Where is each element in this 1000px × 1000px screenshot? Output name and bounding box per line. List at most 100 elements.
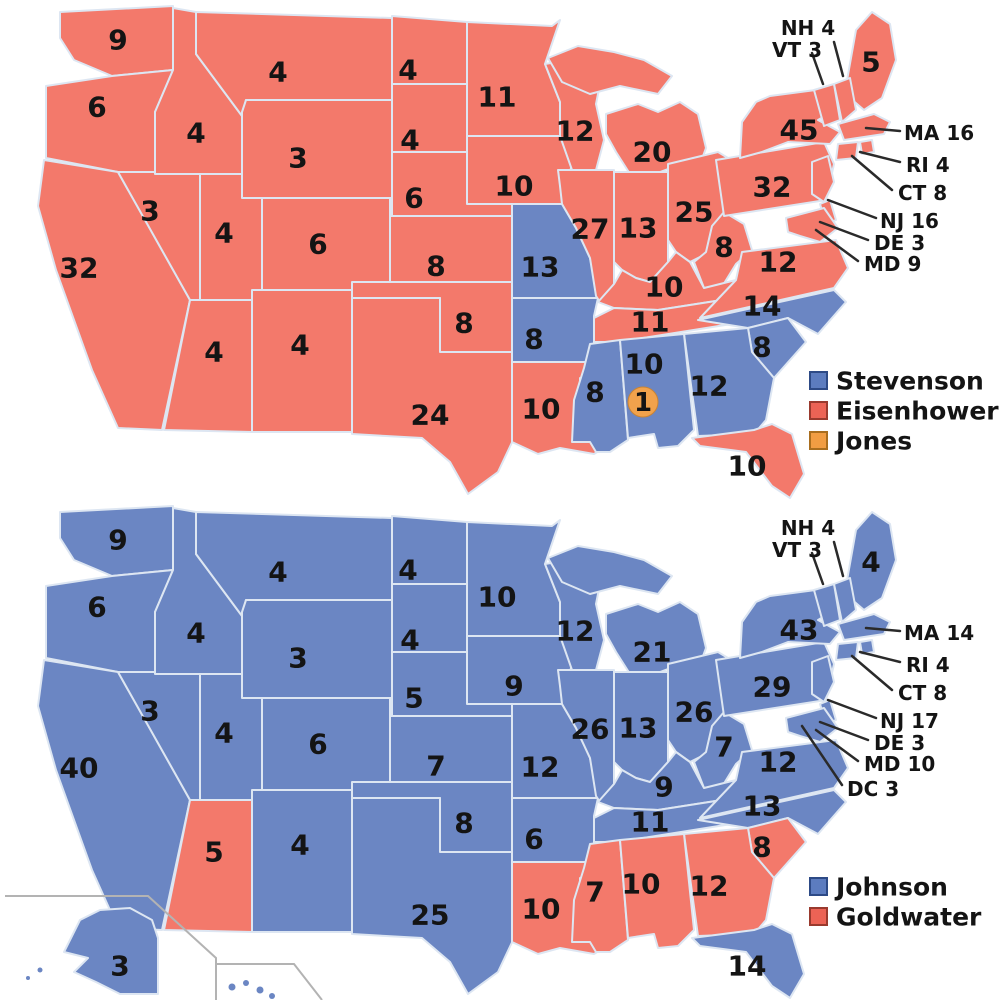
state-votes-wy: 3	[288, 142, 307, 175]
state-vt	[813, 583, 841, 627]
callout-label-nh: NH 4	[781, 516, 835, 540]
state-votes-nc: 14	[743, 290, 782, 323]
callout-label-nh: NH 4	[781, 16, 835, 40]
state-votes-la: 10	[522, 893, 561, 926]
callout-label-ma: MA 16	[904, 121, 974, 145]
state-vt	[813, 83, 841, 127]
state-fl	[691, 923, 805, 999]
state-votes-al: 10	[622, 868, 661, 901]
callout-line-de	[818, 720, 870, 742]
callout-label-ri: RI 4	[906, 653, 950, 677]
callout-line-nj	[826, 198, 878, 220]
state-votes-co: 6	[308, 728, 327, 761]
state-votes-fl: 14	[728, 950, 767, 983]
state-votes-ks: 8	[426, 250, 445, 283]
callout-label-dc: DC 3	[847, 777, 899, 801]
callout-line-ma	[864, 126, 902, 133]
state-va	[699, 239, 849, 319]
callout-label-de: DE 3	[874, 231, 925, 255]
state-votes-ia: 9	[504, 670, 523, 703]
state-votes-wv: 7	[714, 731, 733, 764]
callout-label-vt: VT 3	[772, 38, 822, 62]
state-votes-ok: 8	[454, 307, 473, 340]
state-votes-ok: 8	[454, 807, 473, 840]
callout-line-nj	[826, 698, 878, 720]
state-ks	[389, 715, 513, 783]
state-votes-id: 4	[186, 117, 205, 150]
state-votes-oh: 26	[675, 696, 714, 729]
state-mn	[466, 19, 561, 137]
callout-label-ri: RI 4	[906, 153, 950, 177]
state-votes-az: 4	[204, 336, 223, 369]
callout-line-nh	[832, 40, 845, 78]
state-al	[619, 333, 695, 449]
state-votes-oh: 25	[675, 196, 714, 229]
state-votes-ms: 7	[585, 876, 604, 909]
state-votes-wv: 8	[714, 231, 733, 264]
state-md	[785, 707, 839, 743]
state-votes-nv: 3	[140, 195, 159, 228]
state-wy	[241, 99, 393, 199]
callout-line-md	[814, 228, 860, 263]
state-votes-nm: 4	[290, 329, 309, 362]
state-votes-co: 6	[308, 228, 327, 261]
state-votes-wa: 9	[108, 524, 127, 557]
callout-label-ct: CT 8	[898, 681, 947, 705]
state-votes-ca: 40	[60, 752, 99, 785]
callout-label-de: DE 3	[874, 731, 925, 755]
callout-line-md	[814, 728, 860, 763]
state-votes-mn: 10	[478, 581, 517, 614]
state-votes-mo: 12	[521, 751, 560, 784]
state-votes-sc: 8	[752, 331, 771, 364]
state-votes-ga: 12	[690, 870, 729, 903]
state-fl	[691, 423, 805, 499]
legend-label-eisenhower: Eisenhower	[836, 397, 999, 426]
state-votes-al: 10	[625, 348, 664, 381]
state-votes-nd: 4	[398, 554, 417, 587]
legend-label-jones: Jones	[834, 427, 912, 456]
state-votes-ut: 4	[214, 717, 233, 750]
state-votes-ar: 8	[524, 323, 543, 356]
callout-line-de	[818, 220, 870, 242]
state-votes-or: 6	[87, 591, 106, 624]
callout-label-md: MD 9	[864, 252, 921, 276]
state-ks	[389, 215, 513, 283]
state-tx	[351, 797, 516, 995]
state-nh	[833, 77, 857, 123]
state-tx	[351, 297, 516, 495]
state-votes-ia: 10	[495, 170, 534, 203]
state-votes-mo: 13	[521, 251, 560, 284]
hawaii-inset-frame	[216, 963, 323, 1000]
legend-label-johnson: Johnson	[834, 873, 948, 902]
hawaii-island-3	[269, 993, 275, 999]
state-votes-ne: 5	[404, 682, 423, 715]
state-votes-id: 4	[186, 617, 205, 650]
state-votes-wa: 9	[108, 24, 127, 57]
state-votes-la: 10	[522, 393, 561, 426]
state-votes-ak: 3	[110, 950, 129, 983]
state-votes-ut: 4	[214, 217, 233, 250]
state-votes-ky: 9	[654, 771, 673, 804]
callout-line-ma	[864, 626, 902, 633]
state-votes-ar: 6	[524, 823, 543, 856]
state-votes-ny: 45	[780, 114, 819, 147]
state-votes-va: 12	[759, 746, 798, 779]
state-votes-tx: 24	[411, 399, 450, 432]
state-nh	[833, 577, 857, 623]
state-ri	[859, 139, 875, 155]
state-votes-or: 6	[87, 91, 106, 124]
legend-label-stevenson: Stevenson	[836, 367, 984, 396]
state-votes-tx: 25	[411, 899, 450, 932]
state-mn	[466, 519, 561, 637]
state-nj	[811, 155, 835, 203]
state-votes-me: 4	[861, 546, 880, 579]
state-votes-fl: 10	[728, 450, 767, 483]
callout-label-ct: CT 8	[898, 181, 947, 205]
state-ma	[837, 113, 891, 141]
callout-line-ri	[858, 650, 902, 664]
callout-line-vt	[810, 51, 825, 86]
state-votes-il: 27	[571, 213, 610, 246]
